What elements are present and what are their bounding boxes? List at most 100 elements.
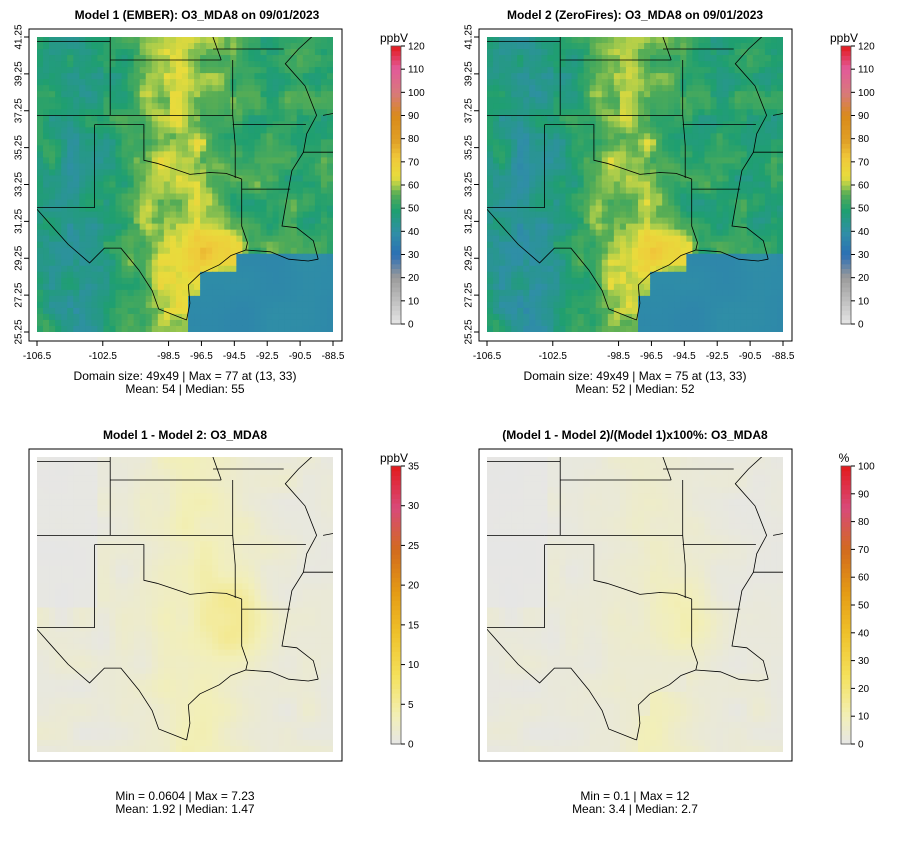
grid-cell (309, 157, 316, 164)
grid-cell (704, 103, 711, 110)
grid-cell (638, 43, 645, 50)
grid-cell (553, 326, 560, 333)
grid-cell (572, 188, 579, 195)
grid-cell (109, 308, 116, 315)
grid-cell (644, 43, 651, 50)
grid-cell (668, 79, 675, 86)
grid-cell (566, 290, 573, 297)
grid-cell (49, 115, 56, 122)
grid-cell (638, 272, 645, 279)
grid-cell (499, 308, 506, 315)
grid-cell (230, 157, 237, 164)
grid-cell (85, 73, 92, 80)
grid-cell (261, 157, 268, 164)
y-tick-label: 39.25 (14, 61, 25, 86)
grid-cell (735, 212, 742, 219)
grid-cell (97, 109, 104, 116)
grid-cell (517, 163, 524, 170)
grid-cell (511, 181, 518, 188)
grid-cell (103, 278, 110, 285)
grid-cell (578, 206, 585, 213)
grid-cell (273, 169, 280, 176)
grid-cell (644, 188, 651, 195)
grid-cell (584, 326, 591, 333)
grid-cell (517, 79, 524, 86)
grid-cell (327, 139, 334, 146)
grid-cell (608, 314, 615, 321)
grid-cell (620, 230, 627, 237)
grid-cell (73, 296, 80, 303)
grid-cell (55, 115, 62, 122)
grid-cell (43, 284, 50, 291)
grid-cell (777, 67, 784, 74)
grid-cell (717, 254, 724, 261)
grid-cell (254, 302, 261, 309)
grid-cell (644, 145, 651, 152)
grid-cell (541, 85, 548, 92)
grid-cell (309, 200, 316, 207)
grid-cell (698, 320, 705, 327)
grid-cell (759, 200, 766, 207)
grid-cell (741, 266, 748, 273)
grid-cell (704, 151, 711, 158)
grid-cell (717, 61, 724, 68)
grid-cell (650, 194, 657, 201)
grid-cell (194, 242, 201, 249)
grid-cell (559, 194, 566, 201)
grid-cell (236, 79, 243, 86)
grid-cell (632, 79, 639, 86)
grid-cell (614, 302, 621, 309)
grid-cell (103, 314, 110, 321)
grid-cell (704, 79, 711, 86)
grid-cell (152, 314, 159, 321)
grid-cell (614, 254, 621, 261)
grid-cell (158, 67, 165, 74)
colorbar-segment (391, 92, 401, 97)
grid-cell (753, 49, 760, 56)
grid-cell (535, 61, 542, 68)
grid-cell (698, 73, 705, 80)
grid-cell (164, 272, 171, 279)
grid-cell (638, 61, 645, 68)
grid-cell (704, 73, 711, 80)
grid-cell (602, 73, 609, 80)
grid-cell (638, 278, 645, 285)
grid-cell (692, 272, 699, 279)
grid-cell (553, 254, 560, 261)
grid-cell (590, 151, 597, 158)
grid-cell (327, 73, 334, 80)
grid-cell (499, 320, 506, 327)
grid-cell (79, 224, 86, 231)
grid-cell (717, 85, 724, 92)
grid-cell (61, 145, 68, 152)
grid-cell (73, 67, 80, 74)
grid-cell (747, 169, 754, 176)
grid-cell (279, 133, 286, 140)
grid-cell (547, 103, 554, 110)
grid-cell (602, 37, 609, 44)
grid-cell (103, 260, 110, 267)
grid-cell (188, 254, 195, 261)
grid-cell (729, 248, 736, 255)
grid-cell (493, 145, 500, 152)
grid-cell (747, 188, 754, 195)
grid-cell (559, 314, 566, 321)
grid-cell (656, 61, 663, 68)
grid-cell (668, 37, 675, 44)
grid-cell (596, 326, 603, 333)
grid-cell (97, 230, 104, 237)
grid-cell (650, 49, 657, 56)
grid-cell (176, 97, 183, 104)
grid-cell (254, 133, 261, 140)
grid-cell (505, 278, 512, 285)
grid-cell (541, 37, 548, 44)
grid-cell (291, 236, 298, 243)
grid-cell (692, 188, 699, 195)
grid-cell (206, 236, 213, 243)
grid-cell (188, 314, 195, 321)
grid-cell (765, 139, 772, 146)
grid-cell (61, 236, 68, 243)
grid-cell (37, 43, 44, 50)
grid-cell (741, 151, 748, 158)
grid-cell (134, 67, 141, 74)
